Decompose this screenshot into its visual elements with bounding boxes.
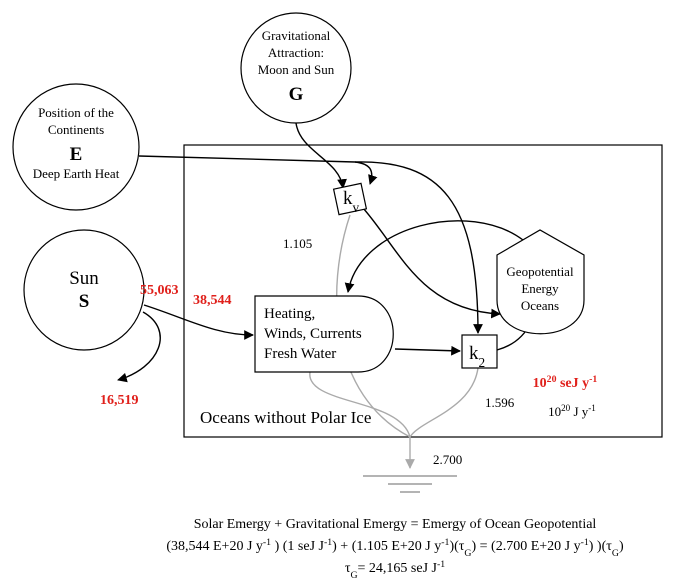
unit-label: 1020 seJ y-1 — [533, 374, 598, 392]
text-part: Solar Emergy + Gravitational Emergy = Em… — [194, 517, 597, 532]
text-part: k — [469, 343, 479, 364]
interaction-label: k2 — [469, 343, 485, 370]
text-part: (38,544 E+20 J y — [166, 539, 263, 554]
subscript: 2 — [479, 355, 486, 370]
source-sun — [23, 229, 145, 351]
flow-label: 2.700 — [433, 452, 462, 467]
text-part: 10 — [533, 376, 547, 391]
text-part: seJ y — [556, 376, 589, 391]
source-label: Continents — [48, 122, 104, 137]
source-label: Gravitational — [262, 28, 331, 43]
source-label: Position of the — [38, 105, 114, 120]
superscript: -1 — [589, 374, 597, 385]
text-part: ) )(τ — [589, 539, 612, 554]
flow-arrow — [354, 161, 483, 334]
source-symbol: G — [289, 84, 304, 105]
text-part: ) (1 seJ J — [271, 539, 324, 554]
unit-label: 1020 J y-1 — [548, 403, 596, 419]
text-part: ) — [619, 539, 624, 554]
text-part: )(τ — [449, 539, 464, 554]
source-symbol: E — [70, 144, 83, 165]
subscript: G — [350, 570, 357, 581]
text-part: ) = (2.700 E+20 J y — [471, 539, 580, 554]
interaction-box — [332, 182, 368, 216]
heat-sink — [363, 475, 457, 493]
flow-label: 38,544 — [193, 293, 232, 308]
flow-arrow — [117, 311, 161, 383]
source-earth — [12, 83, 140, 211]
loss-path — [409, 367, 479, 438]
system-boundary — [183, 144, 663, 438]
superscript: 20 — [547, 374, 557, 385]
text-part: 10 — [548, 404, 561, 419]
source-label: Sun — [69, 268, 99, 289]
flow-arrow — [344, 220, 524, 293]
equation-line: τG= 24,165 seJ J-1 — [345, 559, 445, 581]
flow-arrow — [143, 304, 254, 340]
loss-path — [309, 371, 411, 438]
source-symbol: S — [79, 291, 90, 312]
system-label: Oceans without Polar Ice — [200, 408, 371, 427]
superscript: -1 — [437, 559, 445, 570]
source-label: Attraction: — [268, 45, 324, 60]
superscript: 20 — [561, 403, 571, 413]
superscript: -1 — [581, 537, 589, 548]
text-part: J y — [570, 404, 589, 419]
storage-label: Heating, — [264, 306, 315, 322]
flow-label: 1.596 — [485, 395, 515, 410]
superscript: -1 — [588, 403, 596, 413]
source-label: Moon and Sun — [258, 62, 335, 77]
superscript: -1 — [324, 537, 332, 548]
text-part: τ — [345, 561, 351, 576]
flow-arrow — [362, 207, 501, 319]
subscript: G — [612, 548, 619, 559]
interaction-label: kv — [343, 188, 360, 215]
storage-label: Oceans — [521, 298, 559, 313]
flow-arrow — [394, 345, 461, 356]
storage-label: Fresh Water — [264, 346, 336, 362]
text-part: k — [343, 188, 353, 209]
flow-label: 55,063 — [140, 283, 179, 298]
storage-label: Winds, Currents — [264, 326, 362, 342]
storage-heating — [254, 295, 394, 373]
equation-line: Solar Emergy + Gravitational Emergy = Em… — [194, 517, 597, 532]
subscript: v — [353, 200, 360, 215]
storage-geopotential — [496, 229, 585, 335]
flow-arrow — [295, 122, 347, 189]
superscript: -1 — [441, 537, 449, 548]
storage-label: Geopotential — [506, 264, 574, 279]
source-note: Deep Earth Heat — [33, 166, 120, 181]
text-part: ) + (1.105 E+20 J y — [332, 539, 441, 554]
equation-line: (38,544 E+20 J y-1 ) (1 seJ J-1) + (1.10… — [166, 537, 624, 559]
flow-label: 1.105 — [283, 236, 312, 251]
flow-label: 16,519 — [100, 393, 139, 408]
flow-arrow — [138, 155, 378, 185]
subscript: G — [464, 548, 471, 559]
interaction-box — [461, 334, 498, 369]
superscript: -1 — [263, 537, 271, 548]
text-part: = 24,165 seJ J — [358, 561, 438, 576]
storage-label: Energy — [521, 281, 559, 296]
